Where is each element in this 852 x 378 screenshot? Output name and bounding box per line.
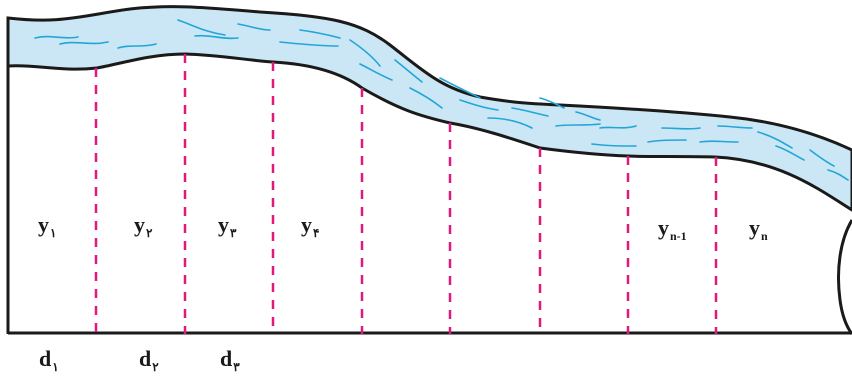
right-arc — [837, 219, 852, 335]
river-band — [6, 5, 852, 212]
label-yn: yn — [749, 215, 768, 243]
label-d2: d۲ — [139, 346, 159, 374]
label-d1: d۱ — [39, 346, 59, 374]
label-y3: y۳ — [218, 212, 237, 240]
label-y2: y۲ — [134, 212, 153, 240]
label-y4: y۴ — [301, 212, 320, 240]
label-d3: d۳ — [220, 346, 240, 374]
water-ripples — [34, 19, 849, 181]
label-yn-1: yn-1 — [658, 215, 687, 243]
label-y1: y۱ — [38, 212, 57, 240]
section-dividers — [94, 54, 718, 334]
